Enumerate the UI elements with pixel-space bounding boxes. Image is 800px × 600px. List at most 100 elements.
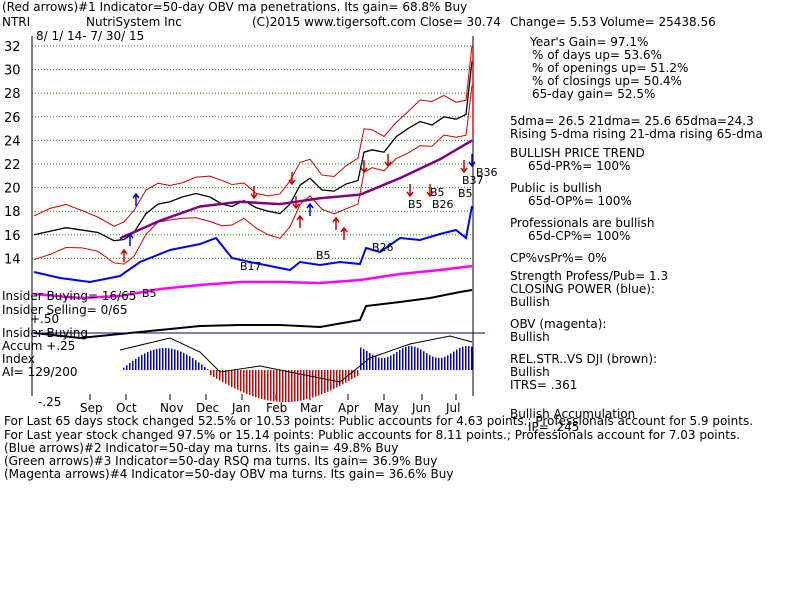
cp-vs-pr: CP%vsPr%= 0% xyxy=(510,251,607,265)
accum-bar xyxy=(237,370,239,390)
accum-bar xyxy=(147,351,149,371)
insider-buying-label: Insider Buying xyxy=(2,326,88,340)
accum-bar xyxy=(378,357,380,371)
y-tick-label-6: 26 xyxy=(4,111,21,126)
accum-bar xyxy=(228,370,230,386)
accum-bar xyxy=(198,362,200,371)
accum-bar xyxy=(276,370,278,402)
signal-label-5: B5 xyxy=(430,186,445,199)
accum-bar xyxy=(222,370,224,383)
accum-bar xyxy=(408,346,410,371)
y-tick-label-7: 28 xyxy=(4,87,21,102)
accum-bar xyxy=(468,346,470,371)
accum-title: Bullish Accumulation xyxy=(510,407,636,421)
accum-bar xyxy=(342,370,344,385)
pros-title: Professionals are bullish xyxy=(510,216,655,230)
accum-bar xyxy=(447,355,449,371)
accum-bar xyxy=(126,365,128,371)
ma65-line xyxy=(119,139,473,240)
red-arrow-0 xyxy=(120,248,128,262)
accum-bar xyxy=(438,357,440,371)
rel-strength-title: REL.STR..VS DJI (brown): xyxy=(510,352,658,366)
accum-bar xyxy=(441,357,443,371)
accum-bar xyxy=(297,370,299,402)
accum-bar xyxy=(339,370,341,386)
pros-value: 65d-CP%= 100% xyxy=(528,229,631,243)
accum-bar xyxy=(135,358,137,371)
accum-bar xyxy=(246,370,248,394)
trend-title: BULLISH PRICE TREND xyxy=(510,146,645,160)
accum-bar xyxy=(375,356,377,371)
accum-bar xyxy=(429,355,431,371)
accum-bar xyxy=(306,370,308,400)
openings-up: % of openings up= 51.2% xyxy=(532,61,689,75)
obv-value: Bullish xyxy=(510,330,550,344)
signal-label-8: B37 xyxy=(462,174,484,187)
month-label-10: Jul xyxy=(445,401,460,415)
red-arrow-8 xyxy=(460,160,468,174)
accum-bar xyxy=(435,357,437,371)
index-label: Index xyxy=(2,352,36,366)
month-label-1: Oct xyxy=(116,401,137,415)
red-arrow-1 xyxy=(250,186,258,200)
rising-mas: Rising 5-dma rising 21-dma rising 65-dma xyxy=(510,127,763,141)
accum-bar xyxy=(174,349,176,371)
y-tick-label-4: 22 xyxy=(4,158,21,173)
accum-bar xyxy=(300,370,302,401)
accum-bar xyxy=(405,346,407,371)
accum-plus25: Accum +.25 xyxy=(2,339,76,353)
accum-bar xyxy=(129,363,131,371)
accum-bar xyxy=(273,370,275,402)
accum-bar xyxy=(327,370,329,392)
accum-bar xyxy=(288,370,290,403)
accum-bar xyxy=(270,370,272,401)
footer-green-arrows: (Green arrows)#3 Indicator=50-day RSQ ma… xyxy=(4,454,438,468)
accum-bar xyxy=(279,370,281,402)
accum-bar xyxy=(321,370,323,395)
accum-bar xyxy=(393,353,395,371)
accum-bar xyxy=(123,367,125,371)
accum-bar xyxy=(153,349,155,371)
signal-label-3: B26 xyxy=(372,241,394,254)
accum-bar xyxy=(264,370,266,400)
days-up: % of days up= 53.6% xyxy=(532,48,662,62)
footer-magenta-arrows: (Magenta arrows)#4 Indicator=50-day OBV … xyxy=(4,467,454,481)
red-arrow-11 xyxy=(340,226,348,240)
accum-plus50: +.50 xyxy=(30,312,60,326)
accum-bar xyxy=(132,360,134,371)
accum-bar xyxy=(159,348,161,371)
accum-bar xyxy=(183,352,185,371)
y-tick-label-2: 18 xyxy=(4,205,21,220)
red-arrow-9 xyxy=(292,196,300,210)
accum-bar xyxy=(462,346,464,371)
accum-bar xyxy=(234,370,236,389)
public-value: 65d-OP%= 100% xyxy=(528,194,632,208)
closings-up: % of closings up= 50.4% xyxy=(532,74,682,88)
closing-power-value: Bullish xyxy=(510,295,550,309)
red-arrow-6 xyxy=(406,184,414,198)
accum-bar xyxy=(192,358,194,371)
accum-bar xyxy=(180,351,182,371)
symbol: NTRI xyxy=(2,15,31,29)
accum-bar xyxy=(324,370,326,394)
accum-bar xyxy=(240,370,242,392)
stats-panel: Year's Gain= 97.1% % of days up= 53.6% %… xyxy=(510,36,795,434)
accum-bar xyxy=(309,370,311,399)
accum-bar xyxy=(171,348,173,371)
accum-bar xyxy=(162,348,164,371)
accum-bar xyxy=(141,355,143,371)
public-title: Public is bullish xyxy=(510,181,602,195)
accum-bar xyxy=(294,370,296,402)
close-value: Close= 30.74 xyxy=(420,15,501,29)
gain-65: 65-day gain= 52.5% xyxy=(532,87,656,101)
company-name: NutriSystem Inc xyxy=(86,15,182,29)
accum-value: IP= .245 xyxy=(528,420,580,434)
insider-buying-count: Insider Buying= 16/65 xyxy=(2,289,137,303)
accum-bar xyxy=(303,370,305,400)
signal-label-9: B36 xyxy=(476,166,498,179)
accum-bar xyxy=(450,353,452,371)
accum-bar xyxy=(144,353,146,371)
accum-bar xyxy=(285,370,287,403)
month-label-7: Apr xyxy=(338,401,359,415)
indicator-line: (Red arrows)#1 Indicator=50-day OBV ma p… xyxy=(2,0,468,14)
